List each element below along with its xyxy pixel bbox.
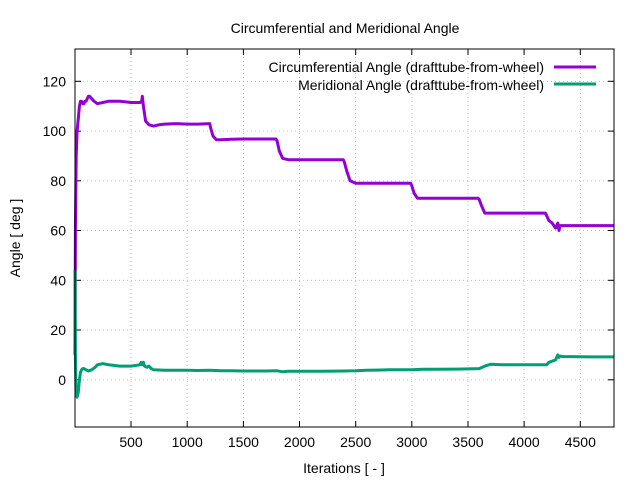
- series-line-circumferential: [73, 94, 614, 355]
- y-tick-label: 40: [50, 272, 66, 288]
- y-tick-label: 120: [43, 73, 67, 89]
- legend: Circumferential Angle (drafttube-from-wh…: [269, 59, 596, 93]
- x-tick-label: 2500: [340, 434, 371, 450]
- x-tick-label: 2000: [284, 434, 315, 450]
- series-line-meridional: [73, 270, 614, 399]
- plot-border: [74, 48, 615, 428]
- y-tick-label: 0: [58, 372, 66, 388]
- series-layer: [73, 94, 614, 399]
- x-axis-label: Iterations [ - ]: [303, 460, 385, 476]
- x-tick-label: 500: [119, 434, 143, 450]
- x-tick-label: 1000: [172, 434, 203, 450]
- y-tick-label: 20: [50, 322, 66, 338]
- y-axis-label: Angle [ deg ]: [7, 199, 23, 278]
- legend-label-meridional: Meridional Angle (drafttube-from-wheel): [298, 77, 544, 93]
- ticks: 500 1000 1500 2000 2500 3000 3500 4000 4500 0 20 40…: [43, 49, 614, 450]
- x-tick-label: 3000: [396, 434, 427, 450]
- y-tick-label: 60: [50, 223, 66, 239]
- x-tick-label: 1500: [228, 434, 259, 450]
- x-tick-label: 4500: [565, 434, 596, 450]
- legend-label-circumferential: Circumferential Angle (drafttube-from-wh…: [269, 59, 544, 75]
- y-tick-label: 80: [50, 173, 66, 189]
- chart-title: Circumferential and Meridional Angle: [231, 20, 460, 36]
- y-tick-label: 100: [43, 123, 67, 139]
- x-tick-label: 3500: [452, 434, 483, 450]
- x-tick-label: 4000: [509, 434, 540, 450]
